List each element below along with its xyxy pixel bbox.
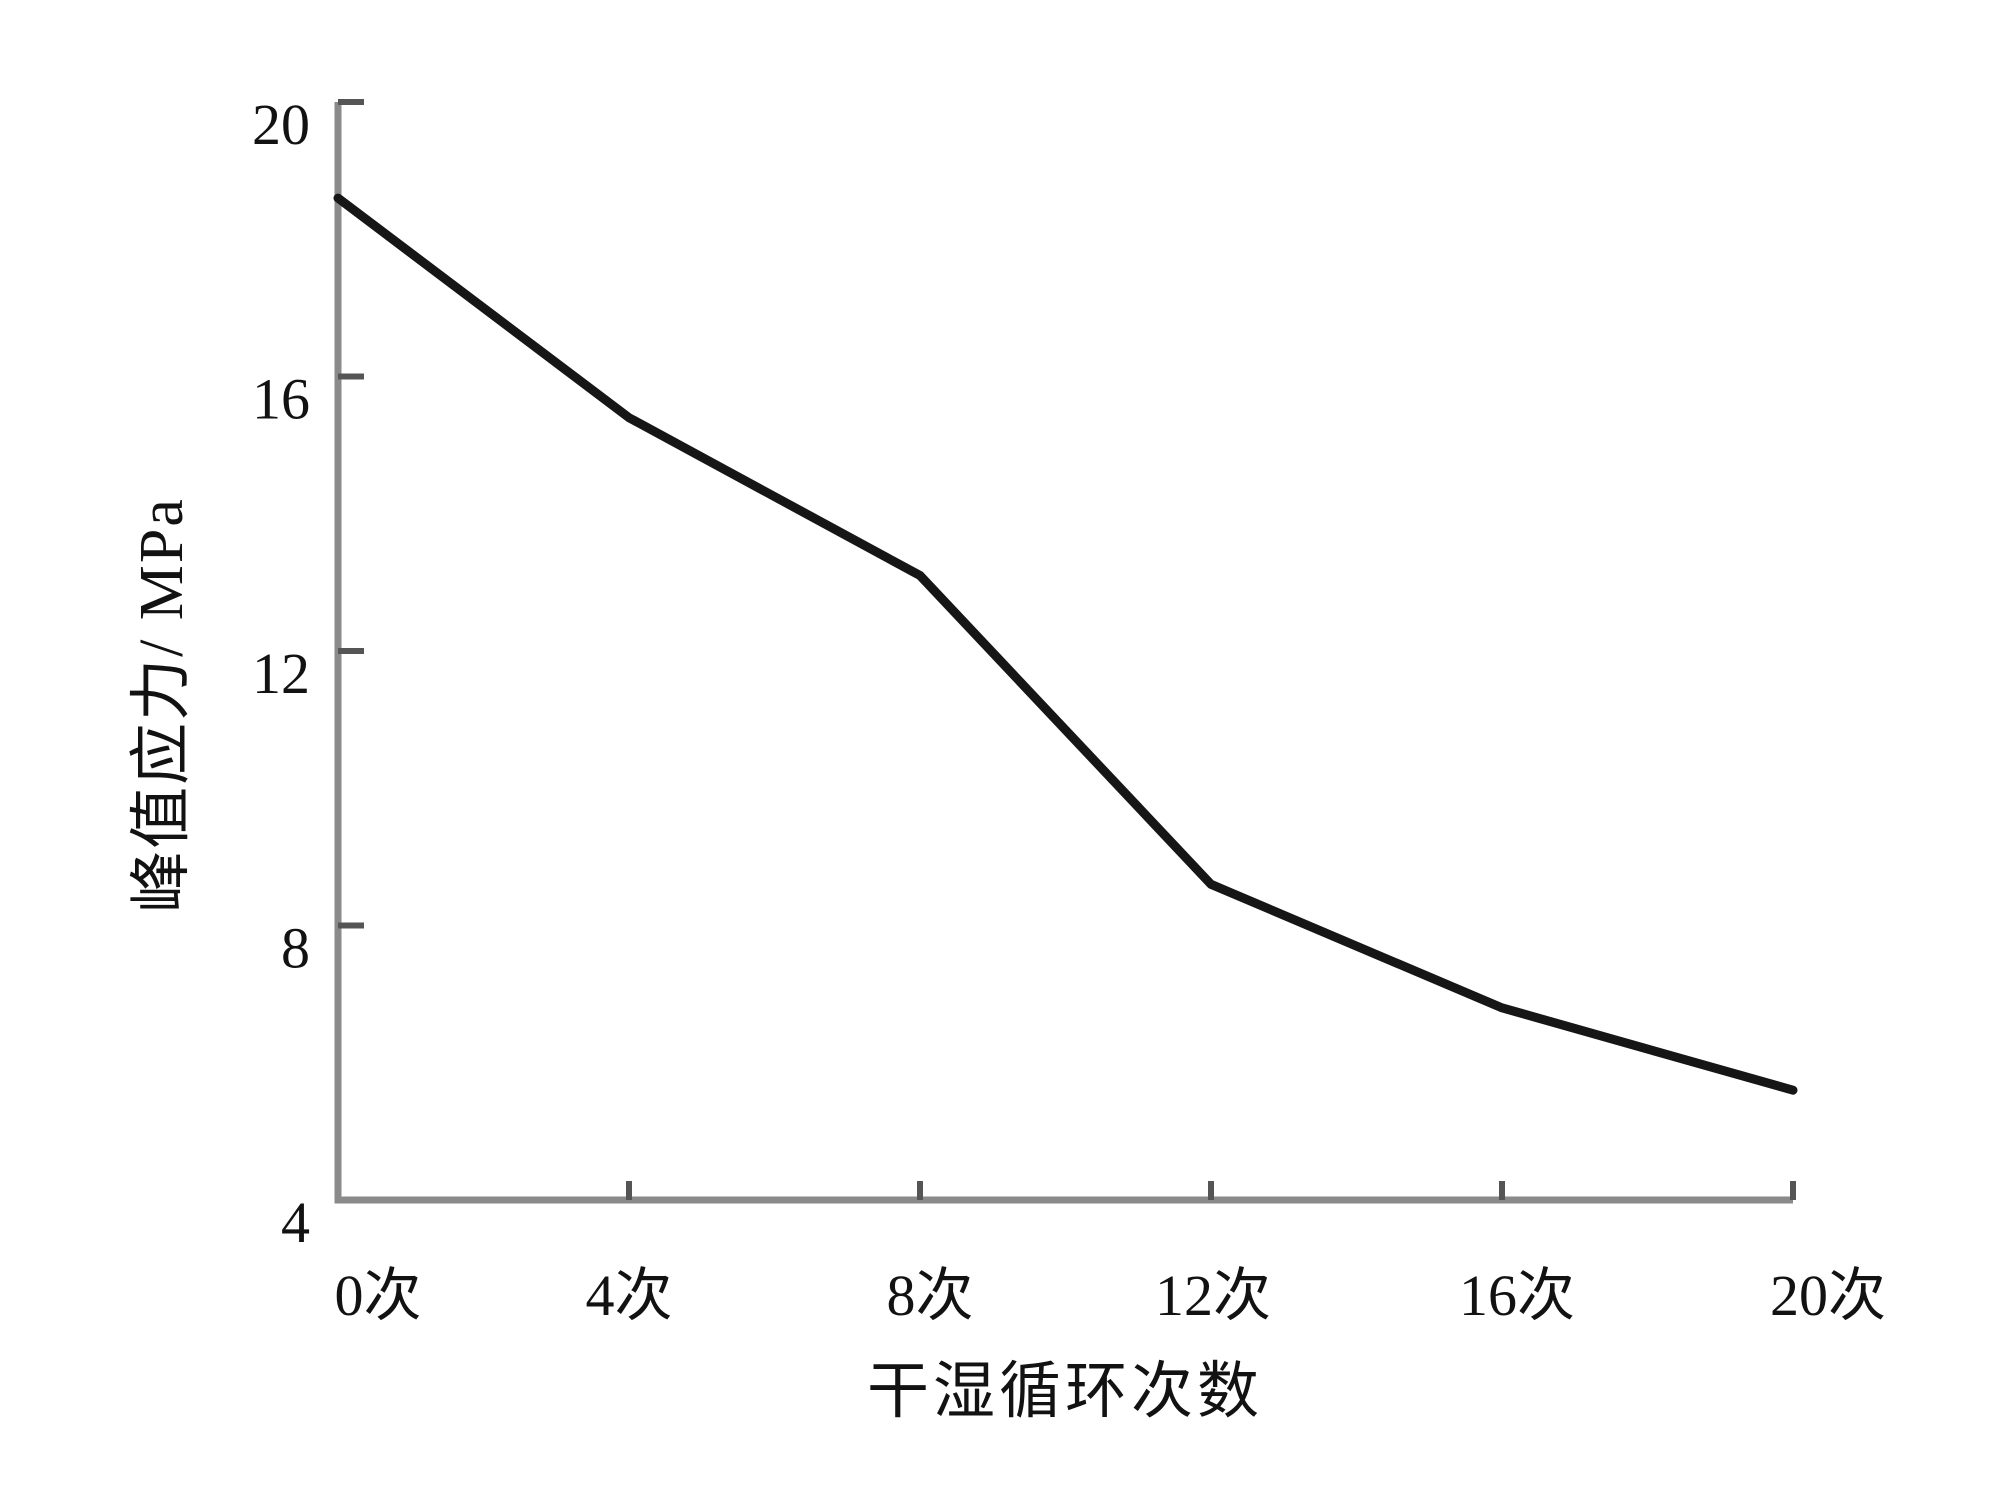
y-axis-title: 峰值应力/ MPa [128,497,196,913]
series-group [333,193,1798,1095]
y-tick-label-20: 20 [252,92,310,157]
y-tick-label-16: 16 [252,367,310,432]
data-line-峰值应力 [333,193,1798,1095]
tick-labels-group: 20 16 12 8 4 0次 4次 8次 12次 16次 20次 [252,92,1886,1328]
x-tick-label-8次: 8次 [886,1263,973,1328]
axes-group [334,102,1793,1204]
x-tick-label-20次: 20次 [1770,1263,1886,1328]
y-tick-label-8: 8 [281,916,310,981]
x-tick-label-0次: 0次 [334,1263,421,1328]
x-tick-label-16次: 16次 [1459,1263,1575,1328]
x-tick-label-4次: 4次 [585,1263,672,1328]
x-tick-label-12次: 12次 [1155,1263,1271,1328]
y-tick-label-4: 4 [281,1190,310,1255]
ticks-group [338,99,1796,1200]
y-tick-label-12: 12 [252,641,310,706]
x-axis-title: 干湿循环次数 [866,1358,1264,1426]
